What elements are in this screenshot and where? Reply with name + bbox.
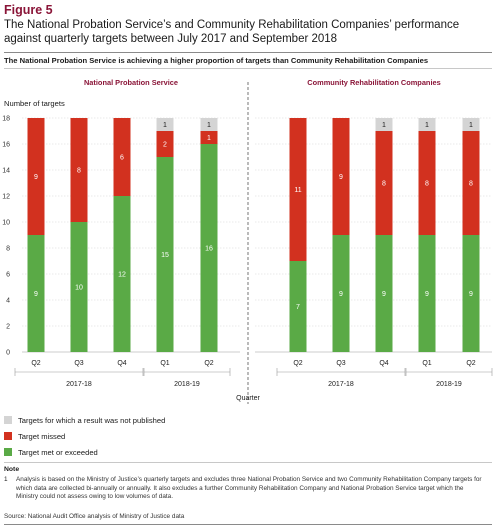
- data-label-met: 9: [425, 291, 429, 298]
- bar-segment-unpublished: [462, 118, 480, 131]
- x-tick-label: Q4: [379, 360, 388, 367]
- bar-segment-met: [462, 235, 480, 352]
- data-label-missed: 8: [469, 181, 473, 188]
- legend-label-met: Target met or exceeded: [18, 448, 98, 457]
- data-label-met: 9: [469, 291, 473, 298]
- bar-segment-missed: [27, 118, 45, 235]
- data-label-met: 16: [205, 246, 213, 253]
- data-label-met: 12: [118, 272, 126, 279]
- source-text: Source: National Audit Office analysis o…: [4, 513, 185, 520]
- figure-subtitle: The National Probation Service is achiev…: [4, 56, 429, 65]
- x-tick-label: Q4: [117, 360, 126, 367]
- bar-segment-missed: [332, 118, 350, 235]
- legend-item-missed: Target missed: [4, 432, 65, 441]
- y-tick-label: 16: [2, 142, 10, 149]
- bottom-divider: [4, 524, 492, 525]
- bar-segment-met: [332, 235, 350, 352]
- y-tick-label: 14: [2, 168, 10, 175]
- bar-segment-missed: [289, 118, 307, 261]
- x-tick-label: Q3: [336, 360, 345, 367]
- data-label-unpublished: 1: [163, 122, 167, 129]
- data-label-unpublished: 1: [207, 122, 211, 129]
- data-label-missed: 8: [77, 168, 81, 175]
- bar-segment-missed: [462, 131, 480, 235]
- bar-segment-missed: [70, 118, 88, 222]
- bar-segment-met: [200, 144, 218, 352]
- y-tick-label: 18: [2, 116, 10, 123]
- data-label-unpublished: 1: [469, 122, 473, 129]
- bar-segment-unpublished: [200, 118, 218, 131]
- x-tick-label: Q2: [466, 360, 475, 367]
- year-group-label: 2017-18: [66, 381, 92, 388]
- bar-segment-missed: [113, 118, 131, 196]
- figure-label: Figure 5: [4, 3, 53, 17]
- data-label-met: 15: [161, 252, 169, 259]
- legend-item-unpublished: Targets for which a result was not publi…: [4, 416, 165, 425]
- year-group-label: 2018-19: [436, 381, 462, 388]
- data-label-missed: 8: [425, 181, 429, 188]
- y-tick-label: 6: [6, 272, 10, 279]
- legend-swatch-met: [4, 448, 12, 456]
- data-label-missed: 2: [163, 142, 167, 149]
- y-axis-label: Number of targets: [4, 99, 65, 108]
- legend-swatch-unpublished: [4, 416, 12, 424]
- panel-title: Community Rehabilitation Companies: [307, 78, 440, 87]
- bar-segment-met: [418, 235, 436, 352]
- bar-segment-missed: [375, 131, 393, 235]
- bar-segment-met: [375, 235, 393, 352]
- data-label-met: 9: [34, 291, 38, 298]
- y-tick-label: 8: [6, 246, 10, 253]
- bar-segment-missed: [418, 131, 436, 235]
- bar-segment-missed: [156, 131, 174, 157]
- bar-segment-met: [156, 157, 174, 352]
- data-label-unpublished: 1: [425, 122, 429, 129]
- x-tick-label: Q1: [422, 360, 431, 367]
- x-tick-label: Q2: [293, 360, 302, 367]
- data-label-missed: 1: [207, 135, 211, 142]
- bar-segment-met: [113, 196, 131, 352]
- y-tick-label: 2: [6, 324, 10, 331]
- note-heading: Note: [4, 466, 20, 473]
- data-label-unpublished: 1: [382, 122, 386, 129]
- data-label-missed: 11: [294, 187, 301, 194]
- year-group-label: 2018-19: [174, 381, 200, 388]
- top-divider: [4, 52, 492, 53]
- bar-segment-met: [289, 261, 307, 352]
- data-label-met: 7: [296, 304, 300, 311]
- bar-segment-missed: [200, 131, 218, 144]
- bar-segment-met: [27, 235, 45, 352]
- data-label-met: 9: [382, 291, 386, 298]
- bar-segment-unpublished: [156, 118, 174, 131]
- bar-segment-met: [70, 222, 88, 352]
- data-label-met: 10: [75, 285, 83, 292]
- year-group-label: 2017-18: [328, 381, 354, 388]
- note-number: 1: [4, 476, 8, 483]
- stacked-bar-chart: Number of targets024681012141618National…: [2, 78, 493, 404]
- data-label-missed: 8: [382, 181, 386, 188]
- data-label-missed: 6: [120, 155, 124, 162]
- figure-title: The National Probation Service’s and Com…: [4, 19, 460, 45]
- y-tick-label: 10: [2, 220, 10, 227]
- x-tick-label: Q2: [204, 360, 213, 367]
- legend-swatch-missed: [4, 432, 12, 440]
- data-label-met: 9: [339, 291, 343, 298]
- y-tick-label: 4: [6, 298, 10, 305]
- bar-segment-unpublished: [375, 118, 393, 131]
- y-tick-label: 12: [2, 194, 10, 201]
- x-tick-label: Q3: [74, 360, 83, 367]
- y-tick-label: 0: [6, 350, 10, 357]
- bar-segment-unpublished: [418, 118, 436, 131]
- x-tick-label: Q2: [31, 360, 40, 367]
- note-text: Analysis is based on the Ministry of Jus…: [16, 476, 482, 501]
- note-divider: [4, 462, 492, 463]
- panel-title: National Probation Service: [84, 78, 178, 87]
- data-label-missed: 9: [34, 174, 38, 181]
- legend-item-met: Target met or exceeded: [4, 448, 98, 457]
- subtitle-divider: [4, 68, 492, 69]
- legend-label-unpublished: Targets for which a result was not publi…: [18, 416, 166, 425]
- x-tick-label: Q1: [160, 360, 169, 367]
- data-label-missed: 9: [339, 174, 343, 181]
- legend-label-missed: Target missed: [18, 432, 66, 441]
- x-axis-label: Quarter: [236, 395, 260, 402]
